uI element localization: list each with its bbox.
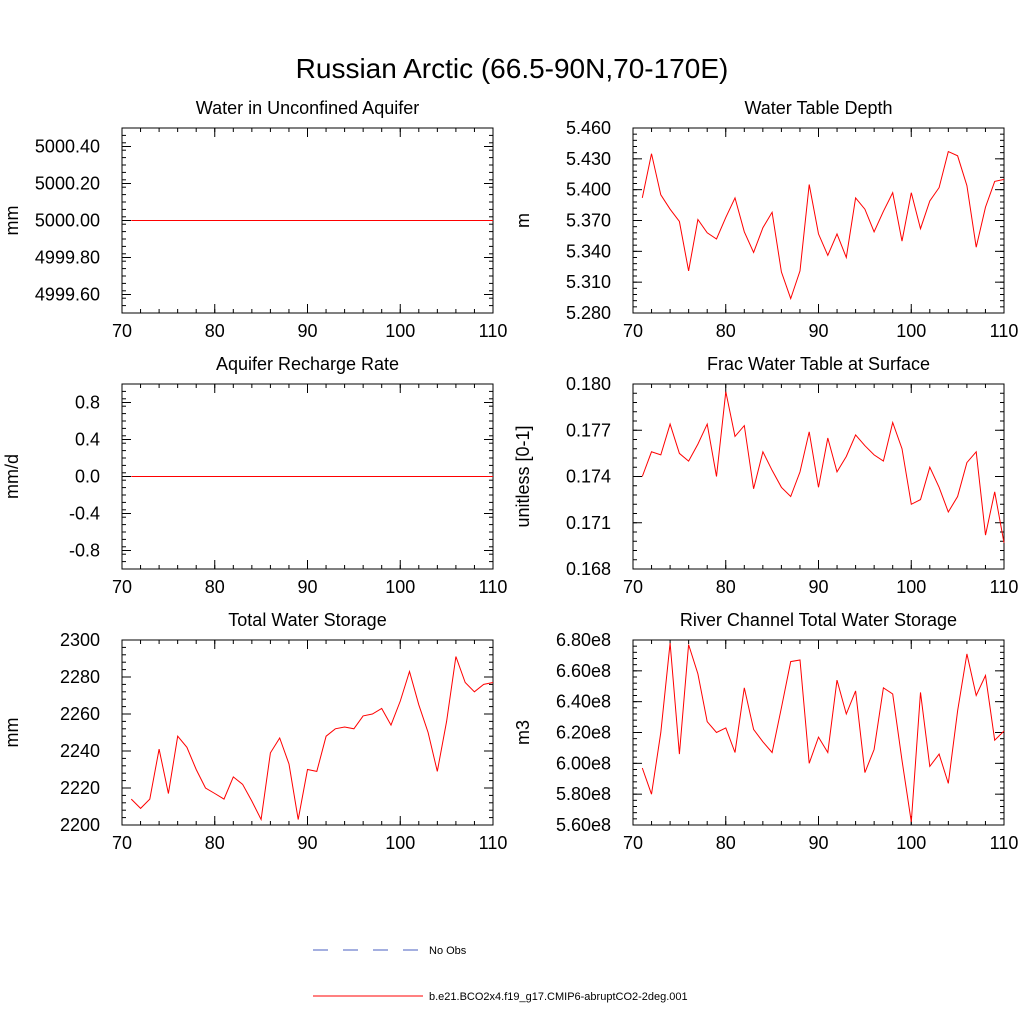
- y-tick-label: 6.40e8: [556, 692, 611, 712]
- y-tick-label: 5.460: [566, 118, 611, 138]
- x-tick-label: 90: [297, 577, 317, 597]
- y-tick-label: 0.171: [566, 513, 611, 533]
- x-tick-label: 70: [623, 833, 643, 853]
- x-tick-label: 90: [808, 321, 828, 341]
- x-tick-label: 90: [808, 577, 828, 597]
- series-line: [641, 150, 1005, 301]
- y-tick-label: 6.20e8: [556, 723, 611, 743]
- panel-6: River Channel Total Water Storage m3 70 80 9…: [513, 610, 1018, 853]
- panel-title: Aquifer Recharge Rate: [216, 354, 399, 374]
- panel-1: Water in Unconfined Aquifer mm 70 80 90 100 11…: [2, 98, 507, 341]
- x-tick-label: 100: [385, 321, 415, 341]
- x-tick-label: 80: [205, 577, 225, 597]
- x-tick-label: 100: [896, 577, 926, 597]
- x-tick-label: 70: [112, 321, 132, 341]
- y-tick-label: 2240: [60, 741, 100, 761]
- x-tick-label: 80: [716, 577, 736, 597]
- x-tick-label: 110: [479, 321, 508, 341]
- y-tick-label: -0.4: [69, 504, 100, 524]
- x-tick-label: 90: [297, 833, 317, 853]
- y-tick-label: 5.310: [566, 272, 611, 292]
- figure-title: Russian Arctic (66.5-90N,70-170E): [296, 53, 729, 84]
- y-tick-label: 5000.20: [35, 174, 100, 194]
- x-tick-label: 70: [112, 833, 132, 853]
- y-tick-label: 4999.60: [35, 285, 100, 305]
- plot-frame: [632, 127, 1005, 314]
- panel-3: Aquifer Recharge Rate mm/d 70 80 90 100 110 -0.…: [2, 354, 507, 597]
- y-tick-label: 5000.40: [35, 137, 100, 157]
- x-tick-label: 100: [385, 833, 415, 853]
- y-tick-label: 6.00e8: [556, 753, 611, 773]
- y-axis-label: mm: [2, 718, 22, 748]
- y-tick-label: 5.370: [566, 211, 611, 231]
- y-axis-label: mm: [2, 206, 22, 236]
- x-tick-label: 100: [385, 577, 415, 597]
- series-line: [641, 643, 1005, 822]
- y-axis-label: m: [513, 213, 533, 228]
- panel-4: Frac Water Table at Surface unitless [0-1…: [513, 354, 1018, 597]
- y-tick-label: 0.0: [75, 467, 100, 487]
- x-tick-label: 70: [112, 577, 132, 597]
- legend-model-label: b.e21.BCO2x4.f19_g17.CMIP6-abruptCO2-2de…: [429, 991, 688, 1003]
- plot-frame: [632, 639, 1005, 826]
- y-tick-label: 0.8: [75, 393, 100, 413]
- y-tick-label: 2200: [60, 815, 100, 835]
- x-tick-label: 90: [297, 321, 317, 341]
- y-tick-label: 5.60e8: [556, 815, 611, 835]
- y-tick-label: 0.177: [566, 420, 611, 440]
- x-tick-label: 70: [623, 321, 643, 341]
- y-axis-label: unitless [0-1]: [513, 425, 533, 527]
- y-tick-label: 5.400: [566, 180, 611, 200]
- y-tick-label: 5.280: [566, 303, 611, 323]
- plot-frame: [632, 383, 1005, 570]
- y-tick-label: 2220: [60, 778, 100, 798]
- y-tick-label: 2260: [60, 704, 100, 724]
- y-tick-label: 5.80e8: [556, 784, 611, 804]
- series-line: [641, 391, 1005, 543]
- panel-title: Water in Unconfined Aquifer: [196, 98, 419, 118]
- legend-obs-label: No Obs: [429, 945, 467, 957]
- panel-title: Total Water Storage: [228, 610, 386, 630]
- y-tick-label: 6.80e8: [556, 630, 611, 650]
- panel-2: Water Table Depth m 70 80 90 100 110 5.280 5.310…: [513, 98, 1018, 341]
- x-tick-label: 110: [479, 833, 508, 853]
- y-tick-label: 4999.80: [35, 248, 100, 268]
- panel-title: River Channel Total Water Storage: [680, 610, 957, 630]
- y-tick-label: -0.8: [69, 541, 100, 561]
- x-tick-label: 80: [716, 321, 736, 341]
- x-tick-label: 80: [205, 833, 225, 853]
- x-tick-label: 100: [896, 833, 926, 853]
- panel-title: Water Table Depth: [744, 98, 892, 118]
- y-tick-label: 0.174: [566, 467, 611, 487]
- y-tick-label: 0.4: [75, 430, 100, 450]
- x-tick-label: 110: [990, 577, 1019, 597]
- plot-frame: [121, 639, 494, 826]
- x-tick-label: 80: [205, 321, 225, 341]
- y-tick-label: 5.430: [566, 149, 611, 169]
- y-tick-label: 0.168: [566, 559, 611, 579]
- y-tick-label: 2300: [60, 630, 100, 650]
- panels: Water in Unconfined Aquifer mm 70 80 90 100 11…: [2, 98, 1018, 853]
- x-tick-label: 70: [623, 577, 643, 597]
- y-axis-label: m3: [513, 720, 533, 745]
- y-tick-label: 6.60e8: [556, 661, 611, 681]
- panel-title: Frac Water Table at Surface: [707, 354, 930, 374]
- y-tick-label: 0.180: [566, 374, 611, 394]
- y-tick-label: 5.340: [566, 241, 611, 261]
- panel-5: Total Water Storage mm 70 80 90 100 110 2200 222…: [2, 610, 507, 853]
- legend: No Obs b.e21.BCO2x4.f19_g17.CMIP6-abrupt…: [313, 945, 688, 1003]
- series-line: [130, 656, 494, 822]
- x-tick-label: 110: [990, 321, 1019, 341]
- x-tick-label: 90: [808, 833, 828, 853]
- x-tick-label: 110: [479, 577, 508, 597]
- y-tick-label: 2280: [60, 667, 100, 687]
- x-tick-label: 110: [990, 833, 1019, 853]
- y-tick-label: 5000.00: [35, 211, 100, 231]
- x-tick-label: 80: [716, 833, 736, 853]
- x-tick-label: 100: [896, 321, 926, 341]
- y-axis-label: mm/d: [2, 454, 22, 499]
